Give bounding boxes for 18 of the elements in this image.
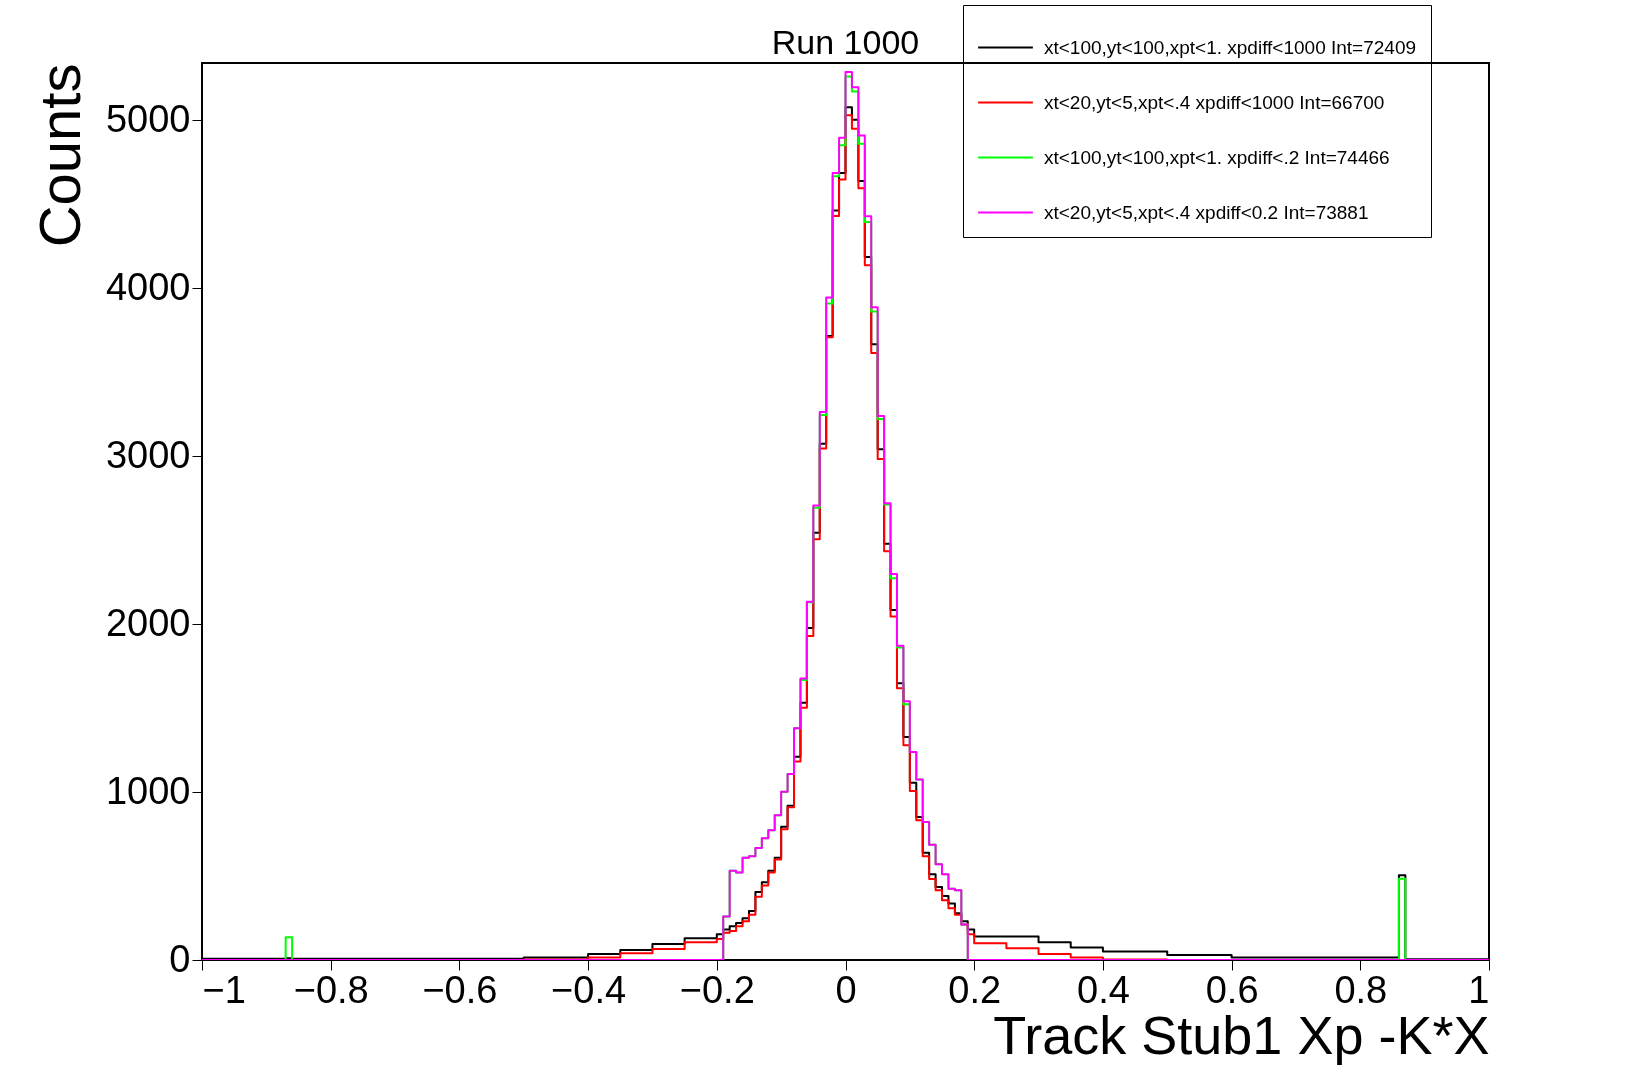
- y-tick-label: 4000: [105, 265, 191, 308]
- y-tick-label: 5000: [105, 97, 191, 140]
- x-tick-label: −1: [202, 968, 246, 1011]
- y-tick-label: 3000: [105, 433, 191, 476]
- legend-label: xt<100,yt<100,xpt<1. xpdiff<.2 Int=74466: [1044, 146, 1390, 168]
- x-tick-label: −0.6: [422, 968, 498, 1011]
- x-tick-label: 0: [835, 968, 857, 1011]
- x-tick-label: −0.4: [551, 968, 627, 1011]
- y-tick-label: 0: [169, 937, 191, 980]
- legend-label: xt<20,yt<5,xpt<.4 xpdiff<0.2 Int=73881: [1044, 201, 1369, 223]
- y-tick-label: 2000: [105, 601, 191, 644]
- y-axis-title: Counts: [26, 63, 92, 248]
- legend-label: xt<20,yt<5,xpt<.4 xpdiff<1000 Int=66700: [1044, 91, 1385, 113]
- legend-label: xt<100,yt<100,xpt<1. xpdiff<1000 Int=72409: [1044, 36, 1417, 58]
- y-tick-label: 1000: [105, 769, 191, 812]
- x-tick-label: −0.8: [293, 968, 369, 1011]
- x-tick-label: −0.2: [679, 968, 755, 1011]
- chart-title: Run 1000: [771, 22, 920, 61]
